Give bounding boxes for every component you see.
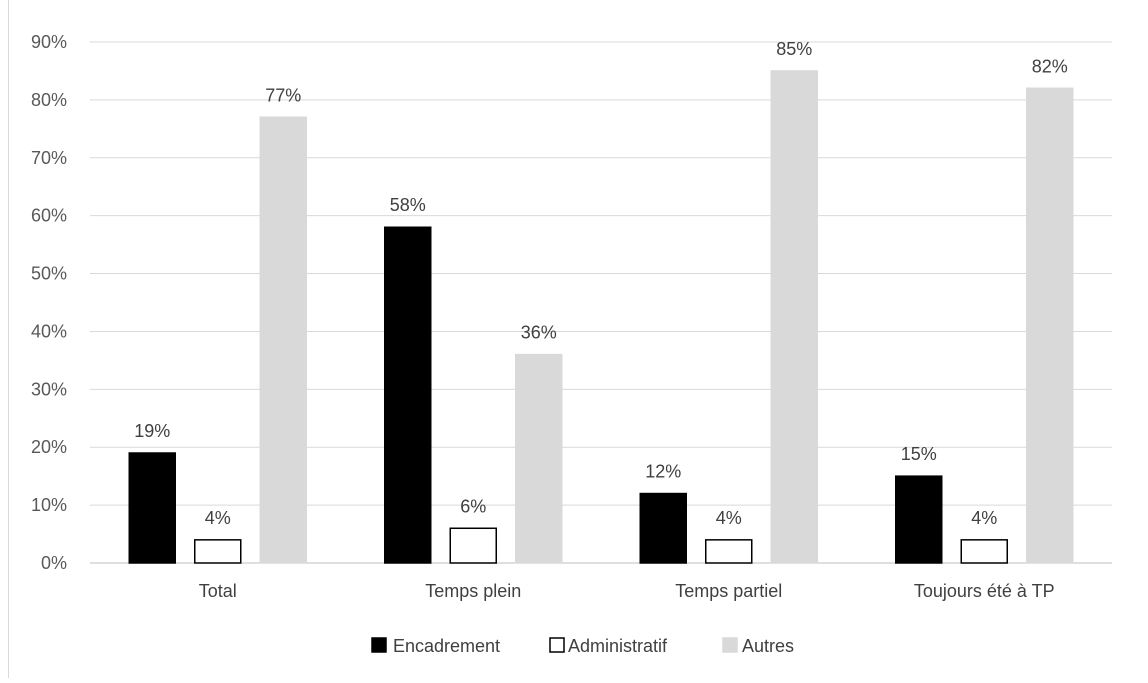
x-tick-label: Temps partiel — [675, 581, 782, 601]
data-label: 4% — [205, 508, 231, 528]
chart-left-border — [8, 0, 9, 678]
x-axis-ticks: Total Temps plein Temps partiel Toujours ét… — [199, 581, 1055, 601]
legend-label: Administratif — [568, 636, 668, 656]
y-tick-label: 10% — [31, 495, 67, 515]
bar-layer — [128, 70, 1074, 564]
bar-administratif — [194, 539, 242, 564]
data-label: 58% — [390, 195, 426, 215]
data-label: 85% — [776, 39, 812, 59]
bar-administratif — [705, 539, 753, 564]
y-tick-label: 0% — [41, 553, 67, 573]
y-tick-label: 90% — [31, 32, 67, 52]
legend-swatch-administratif — [549, 637, 565, 653]
data-label: 19% — [134, 421, 170, 441]
bar-encadrement — [895, 475, 943, 564]
bar-encadrement — [639, 492, 687, 564]
data-label: 36% — [521, 323, 557, 343]
data-label: 15% — [901, 444, 937, 464]
legend-swatch-encadrement — [371, 637, 387, 653]
data-label: 82% — [1032, 56, 1068, 76]
bar-encadrement — [384, 226, 432, 564]
legend: Encadrement Administratif Autres — [371, 636, 794, 656]
data-labels: 19% 4% 77% 58% 6% 36% 12% 4% 85% 15% 4% 82% — [134, 39, 1068, 528]
bar-autres — [1026, 87, 1074, 564]
x-tick-label: Temps plein — [425, 581, 521, 601]
y-tick-label: 30% — [31, 379, 67, 399]
data-label: 77% — [265, 85, 301, 105]
data-label: 12% — [645, 462, 681, 482]
x-tick-label: Toujours été à TP — [914, 581, 1055, 601]
bar-autres — [515, 353, 563, 564]
y-tick-label: 60% — [31, 206, 67, 226]
bar-administratif — [449, 527, 497, 564]
y-tick-label: 70% — [31, 148, 67, 168]
bar-administratif — [960, 539, 1008, 564]
bar-autres — [770, 70, 818, 564]
legend-label: Autres — [742, 636, 794, 656]
data-label: 4% — [716, 508, 742, 528]
x-tick-label: Total — [199, 581, 237, 601]
data-label: 6% — [460, 496, 486, 516]
y-tick-label: 20% — [31, 437, 67, 457]
bar-encadrement — [128, 452, 176, 564]
y-tick-label: 40% — [31, 321, 67, 341]
y-axis-ticks: 0% 10% 20% 30% 40% 50% 60% 70% 80% 90% — [31, 32, 67, 573]
legend-swatch-autres — [722, 637, 738, 653]
legend-label: Encadrement — [393, 636, 500, 656]
bar-autres — [259, 116, 307, 564]
grid-layer — [90, 41, 1112, 564]
y-tick-label: 50% — [31, 264, 67, 284]
y-tick-label: 80% — [31, 90, 67, 110]
data-label: 4% — [971, 508, 997, 528]
